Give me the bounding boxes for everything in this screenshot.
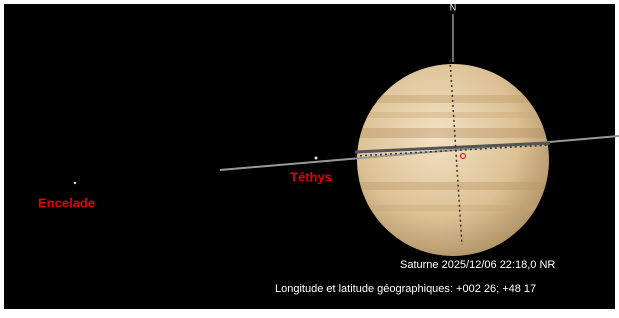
moon-dot: [74, 182, 76, 184]
coordinates: Longitude et latitude géographiques: +00…: [275, 283, 536, 295]
moon-dot: [315, 157, 318, 160]
north-label: N: [450, 2, 457, 12]
planet-disk: [357, 64, 549, 256]
object-time: Saturne 2025/12/06 22:18,0 NR: [400, 259, 555, 271]
moon-label: Téthys: [290, 169, 332, 184]
sky-view: N Encelade Téthys Saturne 2025/12/06 22:…: [0, 0, 619, 313]
moon-label: Encelade: [38, 195, 95, 210]
